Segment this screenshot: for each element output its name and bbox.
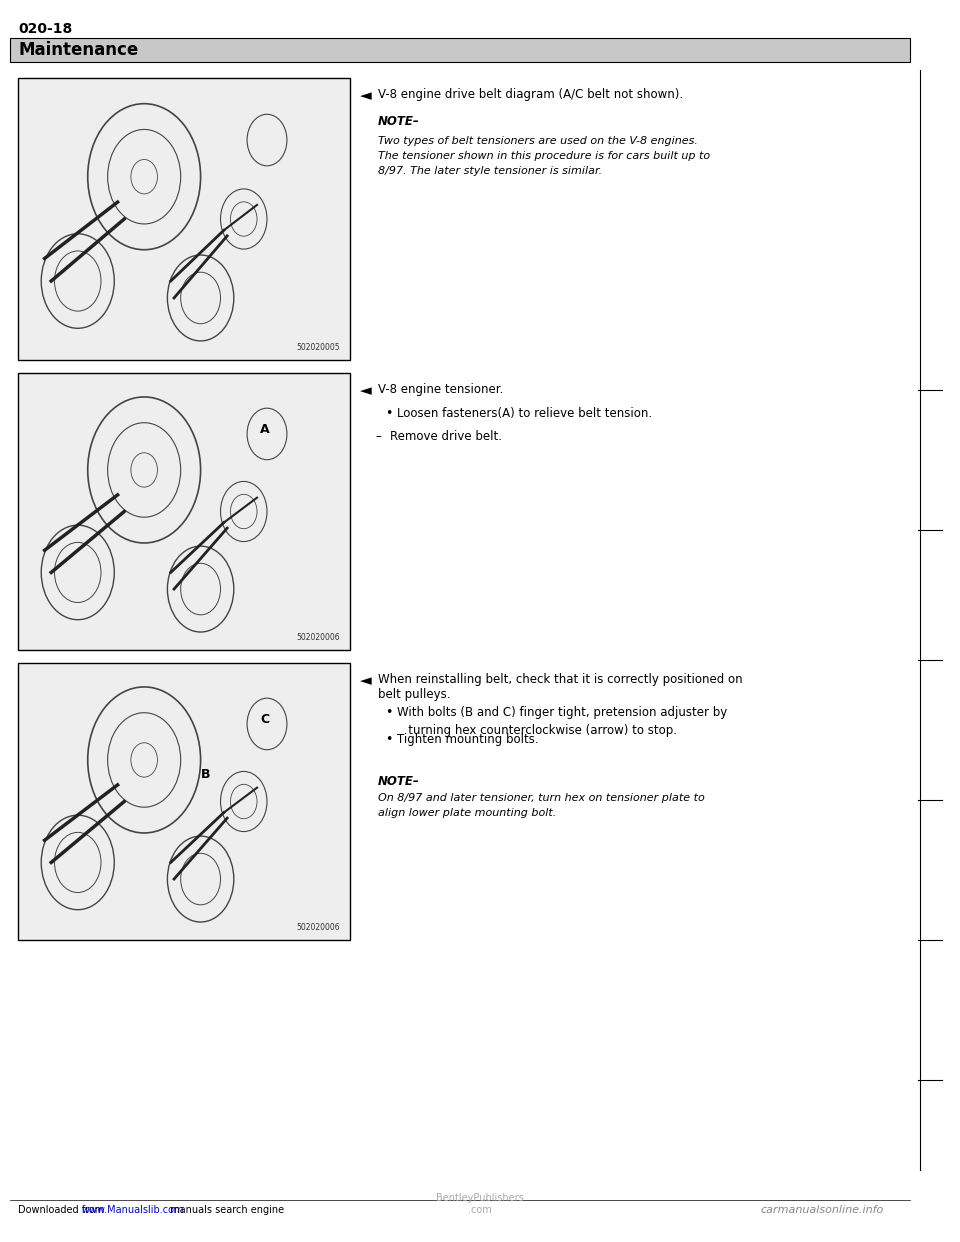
Text: V-8 engine tensioner.: V-8 engine tensioner. — [378, 383, 503, 396]
Bar — [10, 39, 910, 62]
Text: manuals search engine: manuals search engine — [167, 1205, 284, 1215]
Text: •: • — [385, 705, 393, 719]
Text: –: – — [375, 430, 381, 443]
Text: BentleyPublishers
.com: BentleyPublishers .com — [436, 1194, 524, 1215]
Text: ◄: ◄ — [360, 88, 372, 103]
Bar — [18, 78, 350, 360]
Text: On 8/97 and later tensioner, turn hex on tensioner plate to
align lower plate mo: On 8/97 and later tensioner, turn hex on… — [378, 792, 705, 817]
Bar — [18, 663, 350, 940]
Text: Downloaded from: Downloaded from — [18, 1205, 108, 1215]
Text: 502020006: 502020006 — [297, 923, 340, 932]
Text: ◄: ◄ — [360, 383, 372, 397]
Text: Loosen fasteners(A) to relieve belt tension.: Loosen fasteners(A) to relieve belt tens… — [397, 407, 652, 420]
Text: ◄: ◄ — [360, 673, 372, 688]
Text: Two types of belt tensioners are used on the V-8 engines.
The tensioner shown in: Two types of belt tensioners are used on… — [378, 137, 710, 175]
Text: Maintenance: Maintenance — [18, 41, 138, 60]
Text: With bolts (B and C) finger tight, pretension adjuster by
   turning hex counter: With bolts (B and C) finger tight, prete… — [397, 705, 728, 737]
Text: 020-18: 020-18 — [18, 22, 72, 36]
Text: www.Manualslib.com: www.Manualslib.com — [82, 1205, 184, 1215]
Text: B: B — [201, 769, 210, 781]
Text: •: • — [385, 407, 393, 420]
Text: When reinstalling belt, check that it is correctly positioned on
belt pulleys.: When reinstalling belt, check that it is… — [378, 673, 743, 700]
Bar — [18, 373, 350, 650]
Text: Tighten mounting bolts.: Tighten mounting bolts. — [397, 733, 539, 746]
Text: NOTE–: NOTE– — [378, 116, 420, 128]
Text: V-8 engine drive belt diagram (A/C belt not shown).: V-8 engine drive belt diagram (A/C belt … — [378, 88, 684, 101]
Text: A: A — [260, 422, 270, 436]
Text: C: C — [260, 713, 270, 725]
Text: 502020005: 502020005 — [297, 343, 340, 351]
Text: Remove drive belt.: Remove drive belt. — [390, 430, 502, 443]
Text: 502020006: 502020006 — [297, 632, 340, 642]
Text: •: • — [385, 733, 393, 746]
Text: carmanualsonline.info: carmanualsonline.info — [760, 1205, 883, 1215]
Text: NOTE–: NOTE– — [378, 775, 420, 787]
